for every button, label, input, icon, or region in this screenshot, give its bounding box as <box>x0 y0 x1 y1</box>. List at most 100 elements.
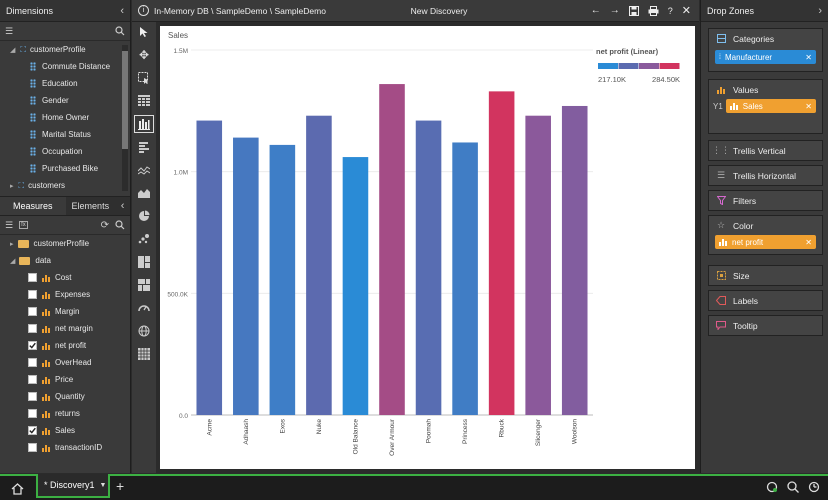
add-tab-button[interactable]: + <box>116 478 125 494</box>
tree-item-education[interactable]: Education <box>0 75 130 92</box>
expand-arrow-icon[interactable]: ◢ <box>10 46 16 54</box>
measure-item[interactable]: Sales <box>0 422 130 439</box>
heatmap-icon[interactable] <box>134 276 154 294</box>
measure-item[interactable]: Expenses <box>0 286 130 303</box>
measure-checkbox[interactable] <box>28 375 37 384</box>
color-zone[interactable]: ☆ Color net profit ✕ <box>708 215 823 255</box>
collapsed-arrow-icon[interactable]: ▸ <box>10 182 14 190</box>
bar[interactable] <box>196 120 223 416</box>
tree-item-marital-status[interactable]: Marital Status <box>0 126 130 143</box>
tree-item-gender[interactable]: Gender <box>0 92 130 109</box>
size-zone[interactable]: Size <box>708 265 823 286</box>
treemap-icon[interactable] <box>134 253 154 271</box>
bar[interactable] <box>561 105 588 415</box>
forward-arrow-icon[interactable]: → <box>609 5 620 16</box>
measure-item[interactable]: net margin <box>0 320 130 337</box>
measure-checkbox[interactable] <box>28 392 37 401</box>
pie-chart-icon[interactable] <box>134 207 154 225</box>
move-tool-icon[interactable]: ✥ <box>138 48 150 62</box>
measure-item[interactable]: Margin <box>0 303 130 320</box>
measure-checkbox[interactable] <box>28 426 37 435</box>
measure-item[interactable]: OverHead <box>0 354 130 371</box>
bar[interactable] <box>379 84 405 416</box>
close-icon[interactable]: ✕ <box>681 5 691 17</box>
collapse-right-icon[interactable]: › <box>818 4 822 17</box>
measure-checkbox[interactable] <box>28 409 37 418</box>
refresh-icon[interactable]: ⟳ <box>100 219 109 231</box>
net-profit-pill[interactable]: net profit ✕ <box>715 235 816 249</box>
list-view-icon[interactable]: ☰ <box>5 219 14 230</box>
pivot-table-icon[interactable] <box>134 345 154 363</box>
measure-item[interactable]: returns <box>0 405 130 422</box>
select-region-icon[interactable] <box>134 69 154 87</box>
search-icon[interactable] <box>115 26 125 36</box>
line-chart-icon[interactable] <box>134 161 154 179</box>
tooltip-zone[interactable]: Tooltip <box>708 315 823 336</box>
scrollbar-thumb[interactable] <box>122 51 128 149</box>
bar[interactable] <box>415 120 442 416</box>
scatter-chart-icon[interactable] <box>134 230 154 248</box>
tree-item-home-owner[interactable]: Home Owner <box>0 109 130 126</box>
measure-checkbox[interactable] <box>28 443 37 452</box>
tree-item-purchased-bike[interactable]: Purchased Bike <box>0 160 130 177</box>
back-arrow-icon[interactable]: ← <box>590 5 601 16</box>
bar[interactable] <box>525 115 551 415</box>
tree-item-commute-distance[interactable]: Commute Distance <box>0 58 130 75</box>
collapse-measures-icon[interactable]: ‹ <box>120 200 125 212</box>
bar[interactable] <box>233 137 259 415</box>
gauge-icon[interactable] <box>134 299 154 317</box>
dimension-scrollbar[interactable] <box>122 45 128 191</box>
refresh-icon[interactable] <box>766 481 778 493</box>
map-icon[interactable] <box>134 322 154 340</box>
measure-checkbox[interactable] <box>28 290 37 299</box>
measure-checkbox[interactable] <box>28 307 37 316</box>
info-icon[interactable]: i <box>138 5 149 16</box>
measure-item[interactable]: transactionID <box>0 439 130 456</box>
formula-icon[interactable]: fx <box>19 221 28 229</box>
tree-item-occupation[interactable]: Occupation <box>0 143 130 160</box>
folder-customerprofile[interactable]: ▸ customerProfile <box>10 239 90 248</box>
expand-arrow-icon[interactable]: ◢ <box>10 257 16 265</box>
categories-zone[interactable]: Categories ⁞ Manufacturer ✕ <box>708 28 823 72</box>
bar[interactable] <box>452 142 478 415</box>
search-icon[interactable] <box>115 220 125 230</box>
tree-root-customerprofile[interactable]: ◢ ⛶ customerProfile <box>10 44 86 55</box>
grid-table-icon[interactable] <box>134 92 154 110</box>
search-icon[interactable] <box>787 481 799 493</box>
measure-checkbox[interactable] <box>28 341 37 350</box>
measure-item[interactable]: Quantity <box>0 388 130 405</box>
bar[interactable] <box>342 157 369 416</box>
tab-measures[interactable]: Measures <box>0 197 66 215</box>
bar[interactable] <box>488 91 515 415</box>
help-icon[interactable]: ? <box>667 5 673 16</box>
folder-data[interactable]: ◢ data <box>10 256 51 265</box>
print-icon[interactable] <box>648 5 659 16</box>
list-view-icon[interactable]: ☰ <box>5 25 14 36</box>
sales-pill[interactable]: Sales ✕ <box>725 99 816 113</box>
measure-checkbox[interactable] <box>28 324 37 333</box>
filters-zone[interactable]: Filters <box>708 190 823 211</box>
labels-zone[interactable]: Labels <box>708 290 823 311</box>
tab-discovery1[interactable]: * Discovery1 ▼ <box>36 474 110 498</box>
save-icon[interactable] <box>628 5 639 16</box>
chevron-down-icon[interactable]: ▼ <box>99 481 107 489</box>
sales-bar-chart[interactable]: Sales 0.0 500.0K 1.0M 1.5M Acme Adhaash Exos Nuk… <box>160 26 695 469</box>
trellis-horizontal-zone[interactable]: ☰ Trellis Horizontal <box>708 165 823 186</box>
bar-chart-icon[interactable] <box>134 138 154 156</box>
remove-pill-icon[interactable]: ✕ <box>805 52 812 62</box>
measure-checkbox[interactable] <box>28 358 37 367</box>
remove-pill-icon[interactable]: ✕ <box>805 237 812 247</box>
values-zone[interactable]: Values Y1 Sales ✕ <box>708 79 823 134</box>
tree-root-customers[interactable]: ▸ ⛶ customers <box>10 180 66 191</box>
bar[interactable] <box>269 144 296 415</box>
collapse-left-icon[interactable]: ‹ <box>120 4 124 17</box>
column-chart-icon[interactable] <box>134 115 154 133</box>
measure-item[interactable]: Price <box>0 371 130 388</box>
tab-elements[interactable]: Elements <box>71 201 110 211</box>
measure-checkbox[interactable] <box>28 273 37 282</box>
trellis-vertical-zone[interactable]: ⋮⋮ Trellis Vertical <box>708 140 823 161</box>
settings-icon[interactable] <box>808 481 820 493</box>
remove-pill-icon[interactable]: ✕ <box>805 101 812 111</box>
measure-item[interactable]: net profit <box>0 337 130 354</box>
area-chart-icon[interactable] <box>134 184 154 202</box>
